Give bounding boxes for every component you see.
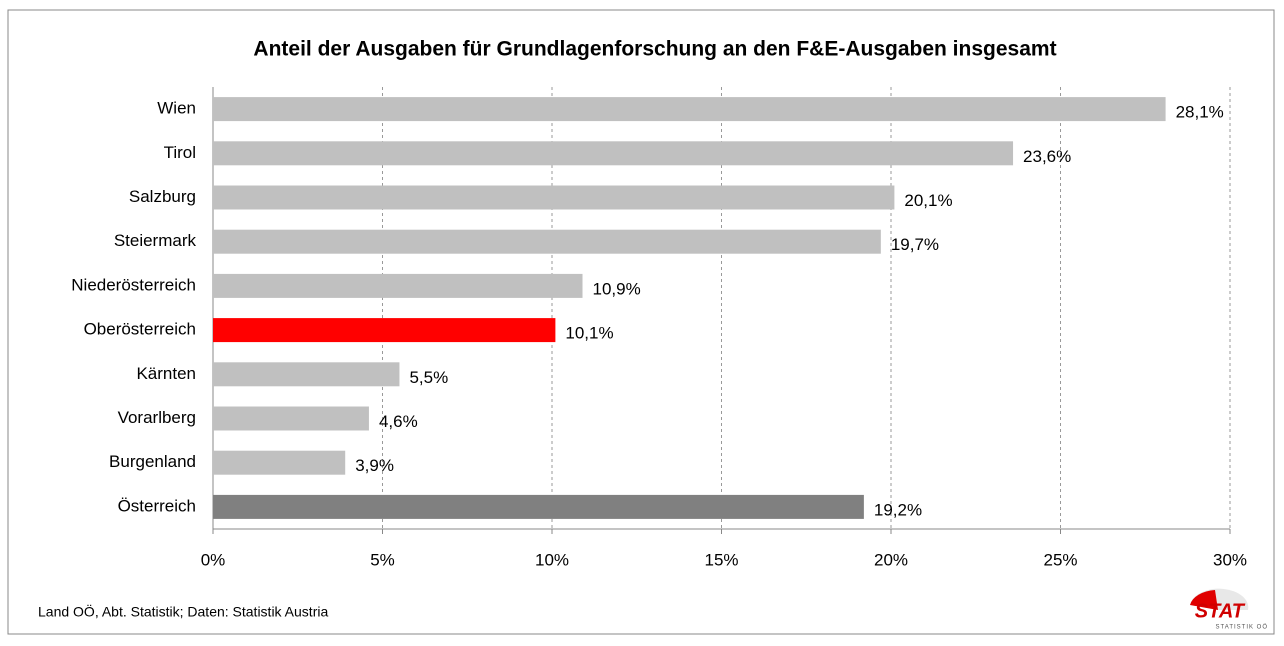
y-tick-label: Kärnten [136, 364, 196, 383]
logo-text: STAT [1195, 600, 1246, 622]
y-tick-label: Vorarlberg [118, 408, 196, 427]
x-tick-label: 10% [535, 550, 569, 569]
y-tick-label: Wien [157, 99, 196, 118]
value-label: 5,5% [409, 368, 448, 387]
value-label: 28,1% [1176, 103, 1224, 122]
y-tick-label: Oberösterreich [84, 320, 196, 339]
logo-shape [1190, 590, 1218, 610]
y-tick-label: Salzburg [129, 187, 196, 206]
value-label: 3,9% [355, 456, 394, 475]
y-tick-label: Tirol [164, 143, 196, 162]
bar [213, 450, 346, 475]
chart-title: Anteil der Ausgaben für Grundlagenforsch… [253, 38, 1056, 61]
value-label: 20,1% [904, 191, 952, 210]
bar [213, 273, 583, 298]
x-tick-label: 30% [1213, 550, 1247, 569]
y-tick-label: Österreich [118, 496, 196, 515]
bar [213, 494, 864, 519]
bar [213, 406, 369, 431]
bar [213, 318, 556, 343]
x-tick-label: 25% [1043, 550, 1077, 569]
logo: STAT STATISTIK OÖ [1190, 588, 1268, 631]
y-tick-label: Steiermark [114, 231, 197, 250]
value-label: 10,9% [593, 279, 641, 298]
value-label: 19,7% [891, 235, 939, 254]
bar [213, 185, 895, 210]
bar [213, 97, 1166, 122]
x-tick-label: 5% [370, 550, 395, 569]
x-tick-label: 15% [704, 550, 738, 569]
y-tick-label: Niederösterreich [71, 275, 196, 294]
bar [213, 229, 881, 254]
value-label: 10,1% [565, 324, 613, 343]
x-tick-label: 20% [874, 550, 908, 569]
x-tick-label: 0% [201, 550, 226, 569]
value-label: 4,6% [379, 412, 418, 431]
y-tick-label: Burgenland [109, 452, 196, 471]
value-label: 23,6% [1023, 147, 1071, 166]
bar [213, 141, 1014, 166]
bar [213, 362, 400, 387]
logo-subtext: STATISTIK OÖ [1216, 624, 1268, 631]
source: Land OÖ, Abt. Statistik; Daten: Statisti… [38, 603, 328, 620]
value-label: 19,2% [874, 500, 922, 519]
